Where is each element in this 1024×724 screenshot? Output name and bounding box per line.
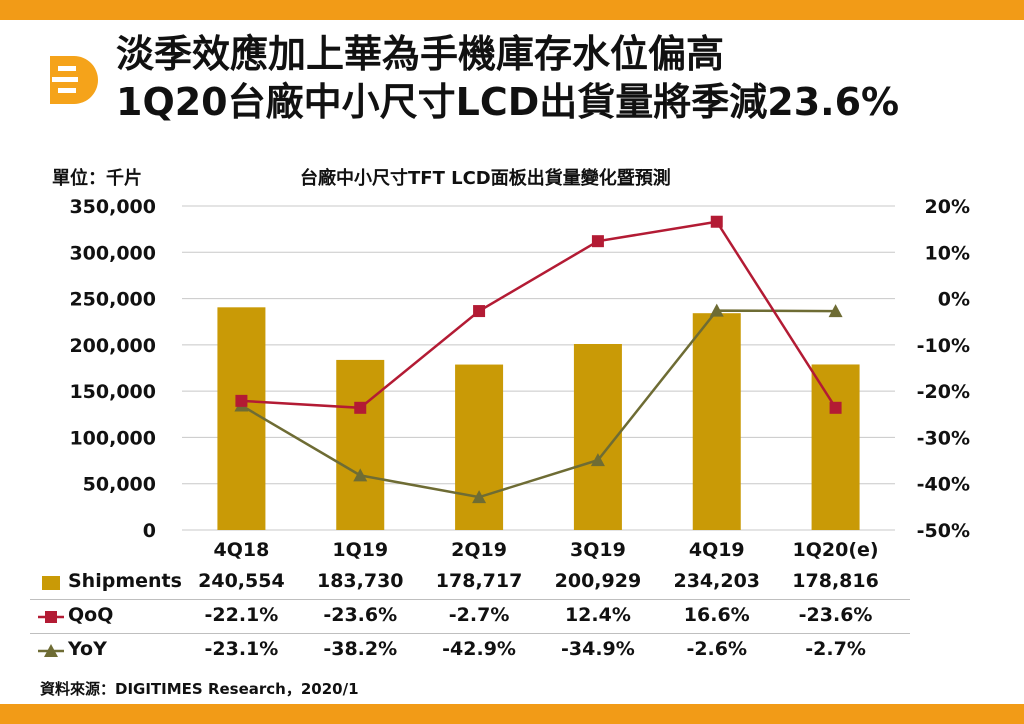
table-cell: -34.9% bbox=[561, 638, 635, 660]
qoq-point bbox=[591, 235, 604, 248]
digitimes-logo-icon bbox=[50, 56, 98, 104]
qoq-point bbox=[829, 401, 842, 414]
left-axis-tick-label: 100,000 bbox=[69, 427, 156, 449]
right-axis-tick-label: -30% bbox=[917, 427, 970, 449]
category-label: 3Q19 bbox=[570, 539, 626, 561]
table-cell: -23.6% bbox=[798, 604, 873, 626]
table-divider bbox=[30, 599, 910, 600]
qoq-point bbox=[235, 394, 248, 407]
legend-shipments-swatch bbox=[42, 576, 60, 590]
table-row-shipments: Shipments 240,554 183,730 178,717 200,929 234… bbox=[30, 566, 910, 598]
chart-title: 台廠中小尺寸TFT LCD面板出貨量變化暨預測 bbox=[300, 168, 671, 189]
shipments-bar bbox=[811, 364, 860, 530]
table-cell: -22.1% bbox=[204, 604, 279, 626]
table-divider bbox=[30, 633, 910, 634]
right-axis-tick-label: -10% bbox=[917, 335, 970, 357]
yoy-line bbox=[240, 309, 836, 499]
unit-label: 單位：千片 bbox=[52, 168, 142, 189]
table-cell: -23.6% bbox=[323, 604, 398, 626]
qoq-point bbox=[354, 401, 367, 414]
shipments-bar bbox=[692, 313, 741, 530]
page-title: 淡季效應加上華為手機庫存水位偏高 1Q20台廠中小尺寸LCD出貨量將季減23.6… bbox=[116, 30, 899, 126]
category-label: 1Q20(e) bbox=[793, 539, 879, 561]
qoq-point bbox=[710, 215, 723, 228]
source-note: 資料來源：DIGITIMES Research，2020/1 bbox=[40, 680, 359, 698]
legend-yoy-label: YoY bbox=[68, 638, 107, 660]
shipments-bar bbox=[336, 359, 385, 530]
table-cell: -23.1% bbox=[204, 638, 279, 660]
table-cell: -2.6% bbox=[686, 638, 748, 660]
category-label: 4Q18 bbox=[214, 539, 270, 561]
left-axis-tick-label: 350,000 bbox=[69, 196, 156, 218]
left-axis-tick-label: 300,000 bbox=[69, 242, 156, 264]
table-cell: 178,816 bbox=[792, 570, 879, 592]
table-row-yoy: YoY -23.1% -38.2% -42.9% -34.9% -2.6% -2.7% bbox=[30, 634, 910, 666]
table-cell: 234,203 bbox=[673, 570, 761, 592]
right-axis-tick-label: 20% bbox=[925, 196, 970, 218]
yoy-point bbox=[590, 453, 605, 467]
table-cell: 183,730 bbox=[316, 570, 404, 592]
yoy-point bbox=[828, 304, 843, 318]
title-line-1: 淡季效應加上華為手機庫存水位偏高 bbox=[116, 32, 725, 76]
qoq-line bbox=[241, 220, 837, 410]
table-row-qoq: QoQ -22.1% -23.6% -2.7% 12.4% 16.6% -23.6% bbox=[30, 600, 910, 632]
shipments-bar bbox=[573, 343, 622, 530]
category-label: 1Q19 bbox=[332, 539, 388, 561]
shipments-bar bbox=[217, 307, 266, 530]
table-cell: -42.9% bbox=[442, 638, 516, 660]
legend-qoq-label: QoQ bbox=[68, 604, 114, 626]
table-cell: 16.6% bbox=[683, 604, 750, 626]
table-cell: -38.2% bbox=[323, 638, 398, 660]
left-axis-tick-label: 0 bbox=[143, 520, 156, 542]
yoy-point bbox=[709, 303, 724, 317]
yoy-point bbox=[472, 490, 487, 504]
left-axis-tick-label: 50,000 bbox=[83, 474, 156, 496]
category-label: 2Q19 bbox=[451, 539, 507, 561]
yoy-point bbox=[353, 468, 368, 482]
bottom-accent-bar bbox=[0, 704, 1024, 724]
table-cell: 178,717 bbox=[435, 570, 523, 592]
legend-shipments-label: Shipments bbox=[68, 570, 182, 592]
top-accent-bar bbox=[0, 0, 1024, 20]
category-label: 4Q19 bbox=[689, 539, 745, 561]
table-cell: 240,554 bbox=[198, 570, 285, 592]
right-axis-tick-label: -40% bbox=[917, 474, 970, 496]
right-axis-tick-label: -50% bbox=[917, 520, 970, 542]
legend-qoq-swatch bbox=[38, 611, 64, 623]
right-axis-tick-label: -20% bbox=[917, 381, 970, 403]
table-cell: 12.4% bbox=[564, 604, 631, 626]
right-axis-tick-label: 0% bbox=[938, 289, 970, 311]
right-axis-tick-label: 10% bbox=[925, 242, 970, 264]
legend-yoy-swatch bbox=[38, 644, 64, 657]
title-line-2: 1Q20台廠中小尺寸LCD出貨量將季減23.6% bbox=[116, 80, 900, 124]
shipments-bar bbox=[455, 364, 504, 530]
table-cell: -2.7% bbox=[805, 638, 866, 660]
left-axis-tick-label: 200,000 bbox=[69, 335, 156, 357]
left-axis-tick-label: 250,000 bbox=[69, 289, 156, 311]
table-cell: 200,929 bbox=[554, 570, 642, 592]
left-axis-tick-label: 150,000 bbox=[69, 381, 156, 403]
table-cell: -2.7% bbox=[448, 604, 510, 626]
qoq-point bbox=[473, 305, 486, 318]
